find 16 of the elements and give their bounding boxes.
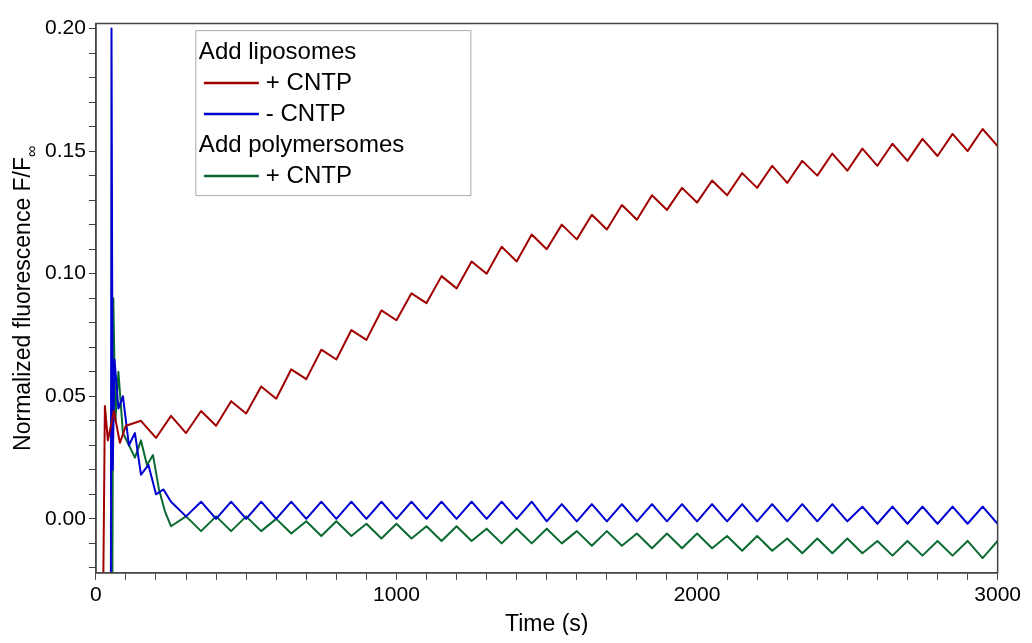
y-tick-label: 0.00 (45, 505, 86, 529)
legend-title: Add liposomes (198, 36, 357, 64)
y-tick-label: 0.10 (45, 260, 86, 284)
y-tick-label: 0.05 (45, 383, 86, 407)
legend-label: + CNTP (265, 67, 352, 95)
y-tick-label: 0.15 (45, 137, 86, 161)
legend-label: - CNTP (265, 98, 346, 126)
y-tick-label: 0.20 (45, 15, 86, 39)
legend-label: + CNTP (265, 160, 352, 188)
x-tick-label: 3000 (974, 582, 1021, 606)
x-axis-title: Time (s) (505, 610, 589, 636)
y-axis-title: Normalized fluorescence F/F∞ (9, 145, 40, 451)
x-tick-label: 0 (90, 582, 102, 606)
x-tick-label: 1000 (373, 582, 420, 606)
annotation: Add polymersomes (198, 129, 405, 157)
x-tick-label: 2000 (673, 582, 721, 606)
